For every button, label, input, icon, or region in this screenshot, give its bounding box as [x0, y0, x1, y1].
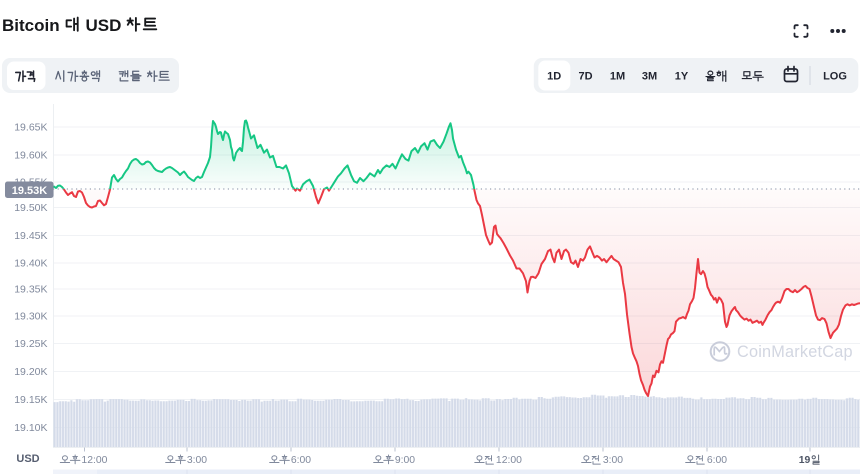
svg-text:9:00: 9:00: [395, 455, 415, 466]
svg-text:USD: USD: [86, 16, 122, 35]
svg-text:1M: 1M: [610, 70, 625, 82]
svg-text:1Y: 1Y: [675, 70, 689, 82]
svg-text:USD: USD: [16, 453, 39, 465]
svg-text:19.60K: 19.60K: [14, 150, 47, 162]
svg-text:19.25K: 19.25K: [14, 338, 47, 350]
svg-text:3:00: 3:00: [187, 455, 207, 466]
svg-text:3M: 3M: [642, 70, 657, 82]
svg-text:19: 19: [799, 455, 811, 466]
svg-text:LOG: LOG: [823, 70, 847, 82]
svg-text:19.10K: 19.10K: [14, 422, 47, 434]
svg-text:19.40K: 19.40K: [14, 258, 47, 270]
svg-text:19.53K: 19.53K: [12, 185, 48, 197]
svg-text:6:00: 6:00: [291, 455, 311, 466]
svg-text:7D: 7D: [578, 70, 592, 82]
svg-text:12:00: 12:00: [496, 455, 522, 466]
svg-text:19.20K: 19.20K: [14, 366, 47, 378]
svg-text:19.15K: 19.15K: [14, 394, 47, 406]
svg-text:12:00: 12:00: [81, 455, 107, 466]
svg-text:1D: 1D: [547, 70, 561, 82]
svg-text:19.30K: 19.30K: [14, 311, 47, 323]
svg-text:19.35K: 19.35K: [14, 284, 47, 296]
svg-text:19.65K: 19.65K: [14, 122, 47, 134]
svg-text:19.50K: 19.50K: [14, 202, 47, 214]
svg-text:CoinMarketCap: CoinMarketCap: [737, 343, 853, 361]
svg-text:3:00: 3:00: [603, 455, 623, 466]
svg-text:6:00: 6:00: [707, 455, 727, 466]
svg-text:19.45K: 19.45K: [14, 230, 47, 242]
svg-text:Bitcoin: Bitcoin: [2, 16, 60, 35]
